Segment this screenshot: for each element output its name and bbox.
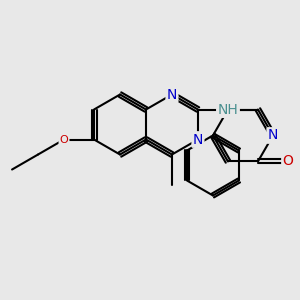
Text: O: O [60, 134, 68, 145]
Text: O: O [283, 154, 293, 169]
Text: N: N [167, 88, 177, 101]
Text: N: N [268, 128, 278, 142]
Text: NH: NH [218, 103, 238, 116]
Text: NH: NH [218, 103, 238, 116]
Text: N: N [193, 133, 203, 146]
